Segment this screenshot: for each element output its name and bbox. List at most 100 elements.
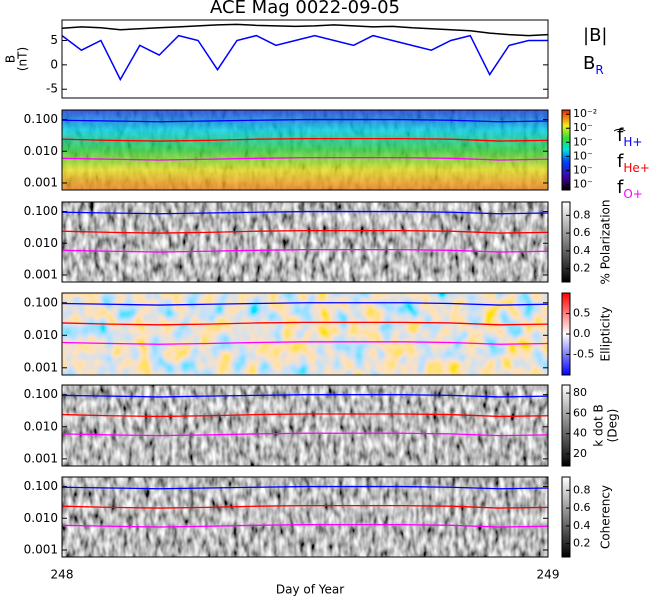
colorbar-tick-label: 0.5 (573, 307, 591, 320)
panel: 10⁻²10⁻10⁻10⁻10⁻10⁻)0.0010.0100.100fH+fH… (24, 107, 650, 200)
colorbar-label: Coherency (599, 485, 613, 549)
x-tick-label: 249 (537, 568, 560, 582)
legend-subscript: R (595, 63, 603, 77)
y-axis-label: B (4, 55, 18, 63)
colorbar-units: (Deg) (606, 409, 620, 443)
y-tick-label: 0.100 (24, 387, 58, 401)
panel: 0.2 0.4 0.6 0.8 % Polarization 0.001 0.010 0.10… (24, 200, 613, 285)
y-tick-label: 0.010 (24, 144, 58, 158)
data-line (61, 523, 549, 528)
y-tick-label: 0.001 (24, 542, 58, 556)
colorbar-tick-label: 0.4 (573, 519, 591, 532)
colorbar (561, 476, 571, 558)
colorbar-tick-label: 0.0 (573, 327, 591, 340)
colorbar-tick-label: 10⁻ (573, 121, 593, 134)
spectrogram-texture (62, 110, 548, 190)
colorbar-tick-label: 10⁻ (573, 135, 593, 148)
legend-entry: BR (583, 53, 604, 77)
colorbar-tick-label: 0.6 (573, 501, 591, 514)
legend-entry: fHe+ (617, 151, 650, 175)
y-tick-label: 0.001 (24, 451, 58, 465)
data-line (61, 118, 549, 123)
panel: -0.5 0.0 0.5 Ellipticity 0.001 0.010 0.100 (24, 292, 613, 376)
y-tick-label: 0.001 (24, 175, 58, 189)
data-line (61, 156, 549, 161)
data-line (61, 229, 549, 234)
y-tick-label: 0.010 (24, 511, 58, 525)
colorbar-tick-label: 10⁻ (573, 163, 593, 176)
colorbar-tick-label: 40 (573, 427, 587, 440)
colorbar-tick-label: 10⁻ (573, 177, 593, 190)
panel-frame (61, 476, 549, 558)
data-line (61, 485, 549, 490)
panel: B(nT) -5 0 5 |B| BR (4, 19, 607, 99)
data-line (61, 413, 549, 418)
panel-frame (61, 201, 549, 283)
colorbar-tick-label: 0.2 (573, 262, 591, 275)
x-tick-label: 248 (51, 568, 74, 582)
colorbar-tick-label: 0.6 (573, 226, 591, 239)
colorbar-tick-label: 20 (573, 447, 587, 460)
y-tick-label: 0.100 (24, 112, 58, 126)
colorbar-tick-label: 0.4 (573, 244, 591, 257)
y-axis-units: (nT) (16, 47, 30, 71)
data-line (61, 302, 549, 306)
colorbar-tick-label: 60 (573, 406, 587, 419)
colorbar-label: ) (613, 128, 627, 133)
y-tick-label: 0.001 (24, 267, 58, 281)
panel-frame (61, 384, 549, 467)
colorbar-tick-label: 10⁻ (573, 149, 593, 162)
legend-entry: |B| (583, 25, 607, 46)
y-tick-label: 5 (50, 33, 58, 47)
data-line (61, 432, 549, 437)
panel-frame (61, 109, 549, 191)
data-line (61, 321, 549, 326)
colorbar-label: Ellipticity (599, 307, 613, 362)
colorbar-tick-label: 0.8 (573, 483, 591, 496)
title: ACE Mag 0022-09-05 (210, 0, 400, 18)
data-line (61, 248, 549, 253)
x-axis-label: Day of Year (276, 583, 344, 597)
legend-subscript: O+ (623, 187, 643, 201)
spectrogram-image (62, 385, 548, 466)
panel-frame (61, 292, 549, 376)
colorbar-tick-label: 80 (573, 386, 587, 399)
spectrogram-image (62, 293, 548, 375)
data-line (61, 504, 549, 509)
colorbar-tick-label: -0.5 (573, 348, 594, 361)
y-tick-label: 0.010 (24, 236, 58, 250)
colorbar-label: k dot B (592, 404, 606, 446)
spectrogram-image (62, 202, 548, 282)
y-tick-label: 0.100 (24, 204, 58, 218)
panel: 0.2 0.4 0.6 0.8 Coherency 0.001 0.010 0.100 248 2… (24, 476, 613, 582)
y-tick-label: 0.001 (24, 360, 58, 374)
y-tick-label: 0.010 (24, 419, 58, 433)
y-tick-label: -5 (46, 82, 58, 96)
legend-subscript: H+ (623, 135, 642, 149)
data-line (61, 210, 549, 215)
colorbar-tick-label: 0.8 (573, 208, 591, 221)
y-tick-label: 0.010 (24, 328, 58, 342)
data-line (61, 34, 548, 82)
y-tick-label: 0.100 (24, 479, 58, 493)
panel-frame (61, 19, 549, 99)
legend-subscript: He+ (623, 161, 649, 175)
colorbar-tick-label: 0.2 (573, 537, 591, 550)
y-tick-label: 0 (50, 57, 58, 71)
colorbar (561, 384, 571, 467)
panel: 20 40 60 80 k dot B (Deg) 0.001 0.010 0.100 (24, 384, 620, 467)
colorbar (561, 201, 571, 283)
data-line (61, 394, 549, 398)
y-tick-label: 0.100 (24, 295, 58, 309)
data-line (61, 137, 549, 142)
data-line (61, 341, 549, 345)
legend-entry: fH+ (617, 125, 642, 149)
plot-area (62, 20, 548, 98)
legend-entry: fO+ (617, 177, 643, 201)
data-line (61, 23, 549, 37)
spectrogram-image (62, 477, 548, 557)
colorbar-tick-label: 10⁻² (573, 107, 597, 120)
colorbar (561, 109, 571, 191)
colorbar-label: % Polarization (599, 200, 613, 285)
